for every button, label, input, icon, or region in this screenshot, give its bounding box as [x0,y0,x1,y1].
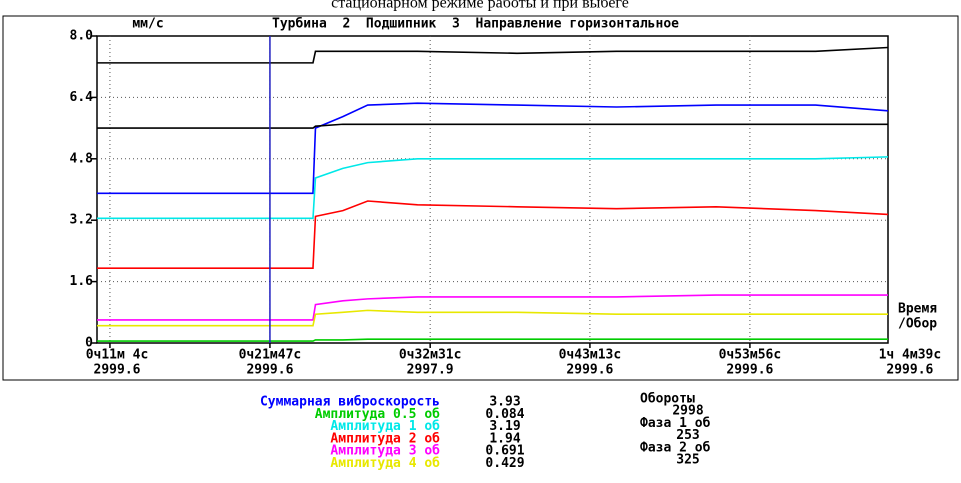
readout-value: 0.691 [485,444,524,459]
readout-value: 3.93 [489,395,520,410]
readout-value: 0.084 [485,407,524,422]
readout-value: 3.19 [489,419,520,434]
chart-title: Турбина 2 Подшипник 3 Направление горизо… [272,17,679,32]
y-unit: мм/с [132,17,163,32]
x-tick-label: 0ч53м56с [719,348,782,363]
x-tick-label: 0ч32м31с [399,348,462,363]
x-tick-label: 0ч11м 4с [86,348,149,363]
series-line [97,338,888,342]
series-line [97,294,888,321]
x-tick-rpm: 2999.6 [726,363,773,378]
y-tick-label: 4.8 [70,151,94,166]
readout-value: 1.94 [489,431,520,446]
series-line [97,200,889,269]
readout-value: 2998 [672,404,703,419]
y-tick-label: 6.4 [70,90,94,105]
series-line [97,156,889,220]
y-tick-label: 1.6 [70,274,94,289]
legend-entry: Амплитуда 2 об [330,431,440,446]
x-tick-rpm: 2997.9 [407,363,454,378]
legend-entry: Амплитуда 0.5 об [315,407,440,422]
legend-entry: Амплитуда 4 об [330,456,440,471]
series-line [97,46,889,64]
readout-label: Фаза 2 об [640,441,711,456]
x-tick-label: 1ч 4м39с [879,348,942,363]
legend-entry: Амплитуда 3 об [330,444,440,459]
x-tick-rpm: 2999.6 [886,363,933,378]
x-tick-rpm: 2999.6 [246,363,293,378]
x-tick-label: 0ч21м47с [239,348,302,363]
readout-label: Обороты [640,392,695,407]
series-line [97,102,889,195]
x-tick-rpm: 2999.6 [94,363,141,378]
series-line [97,309,888,327]
readout-value: 325 [676,453,699,468]
x-tick-label: 0ч43м13с [559,348,622,363]
x-label-2: /Обор [898,317,937,332]
legend-entry: Суммарная виброскорость [260,395,440,410]
y-tick-label: 0 [85,336,93,351]
readout-value: 253 [676,428,699,443]
x-label: Время [898,302,937,317]
plot-frame [96,35,889,344]
series-line [97,123,888,129]
y-tick-label: 8.0 [70,29,94,44]
x-tick-rpm: 2999.6 [566,363,613,378]
readout-label: Фаза 1 об [640,416,711,431]
outer-frame [2,15,959,381]
readout-value: 0.429 [485,456,524,471]
legend-entry: Амплитуда 1 об [330,419,440,434]
y-tick-label: 3.2 [70,213,93,228]
caption: стационарном режиме работы и при выбеге [331,0,629,12]
